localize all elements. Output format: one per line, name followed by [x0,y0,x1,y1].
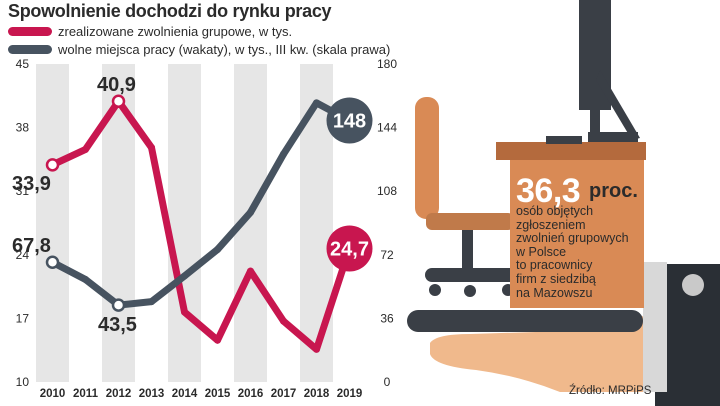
highlight-point [111,94,126,109]
data-label: 40,9 [97,74,136,96]
data-point [82,145,89,153]
x-tick-label: 2017 [271,388,297,400]
x-tick-label: 2019 [337,388,363,400]
data-point [280,317,287,325]
chair-pole [462,230,473,275]
background-bands [36,64,333,382]
x-tick-label: 2016 [238,388,264,400]
data-point [181,308,188,316]
end-value-bubble [326,97,373,144]
callout-line: w Polsce [516,244,567,259]
data-point [214,336,221,344]
x-tick-label: 2012 [106,388,132,400]
y-right-tick-label: 0 [384,375,391,389]
desk-floor [407,310,643,332]
end-value-label: 148 [333,111,366,133]
data-point [313,99,320,107]
y-left-tick-label: 17 [16,311,30,325]
end-value-label: 24,7 [330,238,369,260]
x-tick-label: 2018 [304,388,330,400]
chart-title: Spowolnienie dochodzi do rynku pracy [8,1,332,21]
highlight-point [45,158,60,172]
x-tick-label: 2015 [205,388,231,400]
monitor-base [588,132,638,142]
x-tick-label: 2011 [73,388,99,400]
monitor-arm [596,70,640,140]
chair-wheel [429,284,441,296]
legend-label-vacancies: wolne miejsca pracy (wakaty), w tys., II… [58,42,391,57]
axes: 45 38 31 24 17 10 180 144 108 72 36 0 2010 2011 2012 20… [16,57,398,400]
data-point [280,150,287,158]
desk-body [510,160,644,308]
x-tick-label: 2013 [139,388,165,400]
callout-line: osób objętych [516,204,594,218]
data-point [181,272,188,280]
keyboard [546,136,582,144]
callout-line: firm z siedzibą [516,271,596,286]
callout-line: zwolnień grupowych [516,231,629,246]
data-point [313,345,320,353]
data-point [214,246,221,253]
legend-item-vacancies: wolne miejsca pracy (wakaty), w tys., II… [8,42,390,57]
data-point [82,276,89,284]
legend-item-layoffs: zrealizowane zwolnienia grupowe, w tys. [8,24,292,39]
cufflink [682,274,704,296]
column-band [36,64,69,382]
desk-top [496,142,646,160]
callout-line: na Mazowszu [516,285,593,300]
highlight-point [45,255,60,269]
data-label: 67,8 [12,235,51,257]
legend-swatch-red [8,27,52,36]
y-left-tick-label: 24 [16,248,30,262]
monitor-stand [590,108,600,134]
end-value-bubble [326,225,373,272]
data-point [247,267,254,275]
chair-back [415,97,439,219]
callout-line: to pracownicy [516,258,593,273]
y-right-tick-label: 36 [380,311,394,325]
data-label: 33,9 [12,173,51,195]
x-tick-label: 2014 [172,388,198,400]
legend-swatch-gray [8,45,52,54]
data-point [247,208,254,216]
y-right-tick-label: 108 [377,184,397,198]
y-right-tick-label: 180 [377,57,397,71]
data-label: 43,5 [98,314,137,336]
hand [430,300,660,392]
column-band [168,64,201,382]
callout-value: 36,3 [516,172,581,210]
chair-seat [426,213,514,230]
series-line-vacancies [49,99,353,309]
highlight-point [111,298,126,312]
chair-wheel [464,285,476,297]
series-line-layoffs [49,97,353,353]
y-right-tick-label: 144 [377,121,397,135]
source-note: Źródło: MRPiPS [569,385,652,397]
data-labels: 33,9 40,9 24,7 67,8 43,5 148 [12,74,373,336]
y-left-tick-label: 45 [16,57,30,71]
sleeve-cuff [643,262,667,392]
data-point [148,298,155,306]
x-tick-label: 2010 [40,388,66,400]
callout-description: osób objętych zgłoszeniem zwolnień grupo… [516,204,656,300]
y-left-tick-label: 10 [16,375,30,389]
chair-base [425,268,523,282]
office-illustration [407,0,720,406]
y-left-tick-label: 38 [16,121,30,135]
y-right-tick-label: 72 [380,248,394,262]
callout-line: zgłoszeniem [516,217,586,232]
legend-label-layoffs: zrealizowane zwolnienia grupowe, w tys. [58,24,293,39]
data-point [148,144,155,152]
y-left-tick-label: 31 [16,184,30,198]
callout-unit: proc. [589,180,638,202]
